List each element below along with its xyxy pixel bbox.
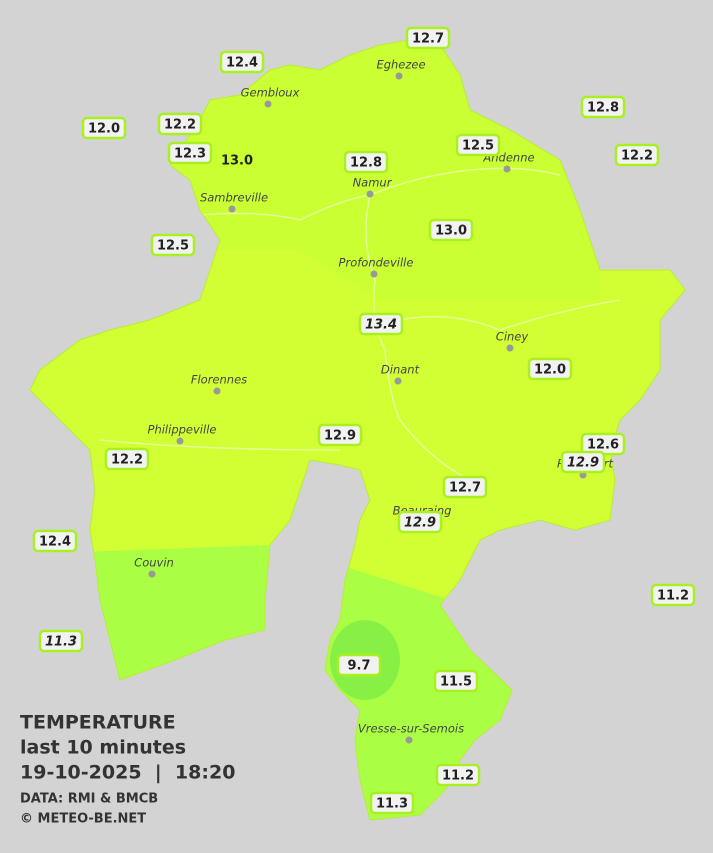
town-label: Sambreville (200, 191, 268, 205)
station-box (369, 791, 415, 815)
station-box (397, 510, 443, 534)
town-dot (366, 190, 374, 198)
town-label: Eghezee (376, 58, 425, 72)
station-value: 13.0 (221, 154, 253, 169)
station-value: 11.5 (440, 675, 472, 690)
station-value: 12.8 (350, 156, 382, 171)
station-value: 11.3 (45, 635, 77, 650)
region-cool (30, 545, 685, 820)
station-box (336, 653, 382, 677)
station-value: 12.9 (324, 429, 356, 444)
station-box (405, 26, 451, 50)
station-box (433, 669, 479, 693)
station-box (81, 116, 127, 140)
station-box (442, 475, 488, 499)
station-value: 12.0 (88, 122, 120, 137)
station-box (580, 95, 626, 119)
station-value: 12.8 (587, 101, 619, 116)
station-box (32, 529, 78, 553)
legend-title: TEMPERATURE (20, 712, 176, 734)
station-box (219, 50, 265, 74)
station-value: 13.4 (365, 318, 397, 333)
town-label: Florennes (191, 373, 247, 387)
station-value: 12.4 (39, 535, 71, 550)
station-box (157, 112, 203, 136)
station-box (358, 312, 404, 336)
station-box (527, 357, 573, 381)
town-dot (405, 736, 413, 744)
station-box (38, 629, 84, 653)
station-box (455, 133, 501, 157)
town-label: Ciney (496, 330, 529, 344)
town-label: Namur (353, 176, 393, 190)
station-value: 12.7 (412, 32, 444, 47)
town-label: Philippeville (148, 423, 217, 437)
station-value: 12.3 (174, 147, 206, 162)
legend-source: DATA: RMI & BMCB (20, 792, 158, 807)
town-dot (264, 100, 272, 108)
town-dot (395, 72, 403, 80)
station-box (428, 218, 474, 242)
legend: TEMPERATURE last 10 minutes 19-10-2025 |… (20, 712, 235, 827)
town-label: Profondeville (339, 256, 414, 270)
town-dot (213, 387, 221, 395)
station-value: 12.2 (111, 453, 143, 468)
station-value: 12.9 (404, 516, 436, 531)
station-box (317, 423, 363, 447)
legend-credit: © METEO-BE.NET (20, 812, 146, 827)
town-dot (503, 165, 511, 173)
station-value: 12.2 (164, 118, 196, 133)
station-box (343, 150, 389, 174)
station-box (650, 583, 696, 607)
legend-subtitle: last 10 minutes (20, 737, 186, 759)
town-label: Couvin (134, 556, 174, 570)
station-value: 13.0 (435, 224, 467, 239)
station-box (435, 763, 481, 787)
station-value: 12.5 (462, 139, 494, 154)
station-box (104, 447, 150, 471)
station-value: 12.7 (449, 481, 481, 496)
station-value: 12.0 (534, 363, 566, 378)
station-box (560, 450, 606, 474)
station-box (167, 141, 213, 165)
town-label: Gembloux (241, 86, 300, 100)
town-label: Vresse-sur-Semois (358, 722, 464, 736)
legend-datetime: 19-10-2025 | 18:20 (20, 762, 235, 784)
station-box (614, 143, 660, 167)
station-value: 9.7 (347, 659, 370, 674)
town-dot (394, 377, 402, 385)
station-value: 11.3 (376, 797, 408, 812)
town-dot (176, 437, 184, 445)
town-label: Dinant (381, 363, 420, 377)
town-dot (228, 205, 236, 213)
station-value: 12.4 (226, 56, 258, 71)
station-value: 11.2 (657, 589, 689, 604)
town-dot (148, 570, 156, 578)
station-value: 12.5 (157, 239, 189, 254)
station-value: 12.6 (587, 438, 619, 453)
town-dot (506, 344, 514, 352)
station-value: 12.2 (621, 149, 653, 164)
station-box (150, 233, 196, 257)
town-dot (370, 270, 378, 278)
station-value: 12.9 (567, 456, 599, 471)
station-value: 11.2 (442, 769, 474, 784)
